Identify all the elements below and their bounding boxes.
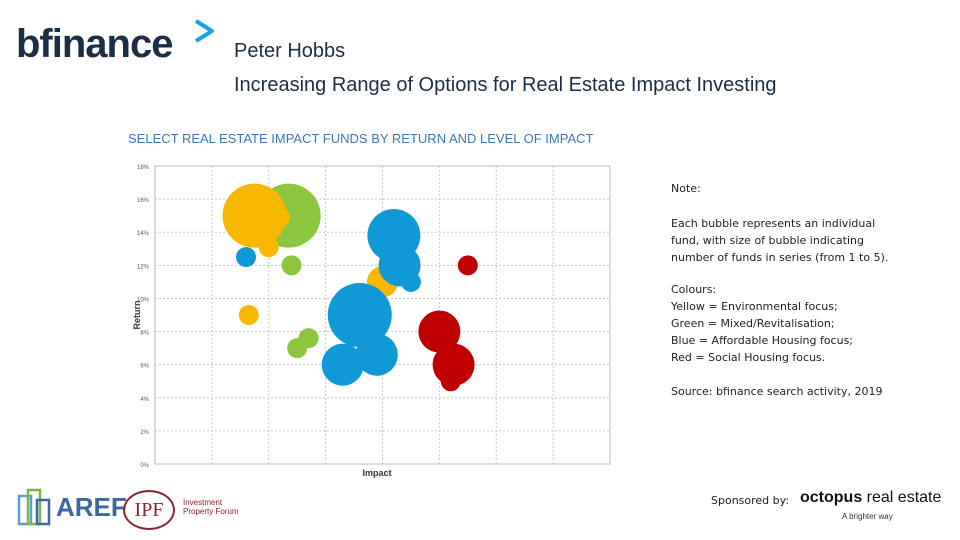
fund-bubble bbox=[236, 247, 256, 268]
fund-bubble bbox=[355, 333, 398, 376]
y-tick-label: 12% bbox=[137, 264, 150, 270]
fund-bubble bbox=[327, 283, 392, 347]
y-tick-label: 8% bbox=[140, 331, 149, 337]
y-tick-label: 16% bbox=[137, 198, 150, 204]
chart-title: SELECT REAL ESTATE IMPACT FUNDS BY RETUR… bbox=[128, 131, 594, 146]
plot-frame bbox=[154, 165, 611, 465]
note-description-line: fund, with size of bubble indicating bbox=[671, 234, 864, 247]
y-tick-label: 18% bbox=[137, 165, 150, 171]
fund-bubble bbox=[222, 183, 287, 248]
legend-affordable: Blue = Affordable Housing focus; bbox=[671, 334, 854, 347]
ipf-subtitle: Investment Property Forum bbox=[183, 498, 239, 516]
ipf-logo: IPF Investment Property Forum bbox=[123, 490, 243, 530]
sponsored-by-label: Sponsored by: bbox=[711, 494, 790, 507]
fund-bubble bbox=[321, 343, 364, 386]
fund-bubble bbox=[281, 255, 302, 276]
note-description-line: Each bubble represents an individual bbox=[671, 217, 876, 230]
speaker-name: Peter Hobbs bbox=[234, 40, 346, 62]
source-note: Source: bfinance search activity, 2019 bbox=[671, 385, 883, 398]
aref-building-icon bbox=[17, 488, 51, 526]
octopus-real-estate: real estate bbox=[862, 489, 942, 506]
legend-social: Red = Social Housing focus. bbox=[671, 351, 826, 364]
legend-mixed: Green = Mixed/Revitalisation; bbox=[671, 317, 835, 330]
brand-name: bfinance bbox=[16, 22, 173, 66]
note-description: Each bubble represents an individual fun… bbox=[671, 215, 888, 266]
bfinance-logo: bfinance bbox=[16, 18, 216, 68]
bubble-series bbox=[222, 183, 478, 392]
y-tick-label: 10% bbox=[137, 297, 150, 303]
y-tick-label: 0% bbox=[140, 463, 149, 469]
octopus-wordmark: octopus bbox=[800, 489, 863, 506]
legend-environmental: Yellow = Environmental focus; bbox=[671, 300, 838, 313]
fund-bubble bbox=[258, 237, 279, 258]
octopus-tagline: A brighter way bbox=[842, 512, 893, 521]
note-heading: Note: bbox=[671, 182, 701, 195]
fund-bubble bbox=[418, 310, 461, 353]
y-tick-label: 4% bbox=[140, 397, 149, 403]
fund-bubble bbox=[457, 255, 478, 276]
x-axis-label: Impact bbox=[363, 468, 392, 478]
y-tick-label: 2% bbox=[140, 430, 149, 436]
octopus-logo: octopus real estate bbox=[800, 489, 941, 507]
fund-bubble bbox=[440, 371, 461, 392]
colour-legend: Colours: Yellow = Environmental focus; G… bbox=[671, 281, 853, 366]
fund-bubble bbox=[238, 305, 259, 325]
bubble-chart: 0% 2% 4% 6% 8% 10% 12% 14% 16% 18% Impact Return bbox=[132, 165, 611, 478]
presentation-title: Increasing Range of Options for Real Est… bbox=[234, 74, 777, 96]
y-axis-ticks: 0% 2% 4% 6% 8% 10% 12% 14% 16% 18% bbox=[137, 165, 150, 469]
note-description-line: number of funds in series (from 1 to 5). bbox=[671, 251, 889, 264]
ipf-mark: IPF bbox=[123, 490, 175, 530]
y-tick-label: 6% bbox=[140, 364, 149, 370]
fund-bubble bbox=[400, 271, 421, 292]
fund-bubble bbox=[270, 207, 291, 228]
aref-logo: AREF bbox=[16, 488, 127, 526]
fund-bubble bbox=[287, 338, 308, 359]
y-axis-label: Return bbox=[132, 301, 142, 330]
y-tick-label: 14% bbox=[137, 231, 150, 237]
brand-arrow-icon bbox=[194, 19, 214, 43]
colour-legend-heading: Colours: bbox=[671, 283, 717, 296]
aref-label: AREF bbox=[56, 492, 127, 522]
